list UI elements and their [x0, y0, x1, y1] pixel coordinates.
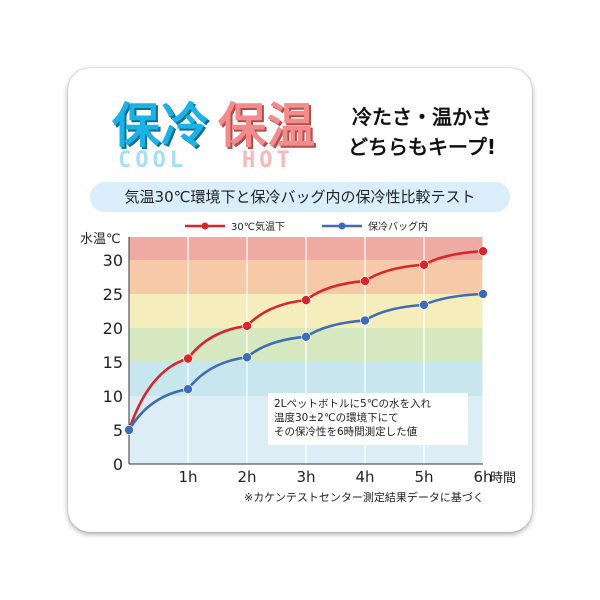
chart-lines [124, 246, 488, 435]
y-axis-label: 水温℃ [80, 232, 121, 247]
test-note: 2Lペットボトルに5℃の水を入れ 温度30±2℃の環境下にて その保冷性を6時間… [268, 393, 468, 445]
data-point [419, 259, 429, 270]
note-line1: 2Lペットボトルに5℃の水を入れ [274, 398, 432, 410]
note-line3: その保冷性を6時間測定した値 [274, 426, 418, 438]
y-tick-label: 15 [103, 353, 123, 372]
chart-ticks: 0 5 10 15 20 25 30 1h 2h 3h 4h 5h 6h [103, 251, 493, 486]
x-axis-label: 時間 [490, 471, 516, 486]
legend-marker [201, 222, 209, 230]
tagline-line1: 冷たさ・温かさ [352, 105, 492, 129]
legend-label: 30℃気温下 [231, 220, 285, 233]
hot-title: 保温 [218, 98, 317, 154]
data-point [301, 295, 311, 305]
hot-subtitle: HOT [242, 148, 294, 173]
data-point [360, 276, 370, 286]
footnote: ※カケンテストセンター測定結果データに基づく [244, 491, 484, 504]
y-tick-label: 0 [113, 455, 123, 474]
x-tick-label: 4h [355, 468, 374, 486]
data-point [360, 315, 370, 326]
data-point [183, 384, 193, 395]
y-tick-label: 25 [103, 285, 123, 304]
data-point [124, 425, 134, 435]
data-point [242, 321, 252, 331]
data-point [478, 289, 488, 299]
tagline-line2: どちらもキープ! [348, 135, 496, 159]
legend-marker [338, 222, 346, 230]
test-banner: 気温30℃環境下と保冷バッグ内の保冷性比較テスト [90, 182, 510, 212]
cool-subtitle: COOL [118, 148, 187, 173]
x-tick-label: 5h [414, 468, 433, 486]
y-tick-label: 30 [103, 251, 123, 270]
data-point [478, 246, 488, 256]
x-tick-label: 3h [296, 468, 315, 486]
tagline: 冷たさ・温かさ どちらもキープ! [342, 102, 502, 162]
y-tick-label: 5 [113, 421, 123, 440]
chart-legend: 30℃気温下 保冷バッグ内 [185, 220, 428, 233]
y-tick-label: 10 [103, 387, 123, 406]
note-line2: 温度30±2℃の環境下にて [274, 412, 399, 424]
cool-title: 保冷 [112, 98, 211, 154]
y-tick-label: 20 [103, 319, 123, 338]
x-tick-label: 2h [237, 468, 256, 486]
data-point [301, 332, 311, 342]
data-point [242, 352, 252, 363]
data-point [419, 300, 429, 310]
x-tick-label: 1h [178, 468, 197, 486]
x-tick-label: 6h [473, 468, 492, 486]
legend-label: 保冷バッグ内 [368, 220, 428, 233]
data-point [183, 353, 193, 364]
